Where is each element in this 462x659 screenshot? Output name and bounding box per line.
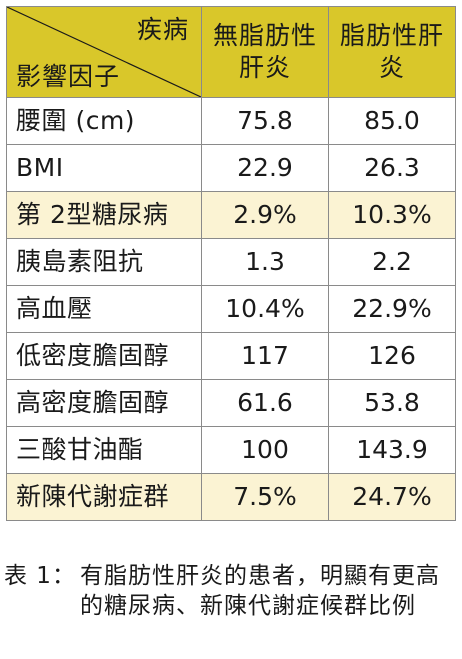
no-steatohepatitis-value-cell: 75.8 — [201, 97, 329, 145]
steatohepatitis-value-cell: 2.2 — [328, 238, 456, 286]
factor-cell: 低密度膽固醇 — [6, 332, 202, 380]
no-steatohepatitis-value-cell: 61.6 — [201, 379, 329, 427]
diagonal-divider — [7, 7, 201, 97]
factor-cell: BMI — [6, 144, 202, 192]
disease-header-label: 疾病 — [136, 15, 189, 44]
steatohepatitis-value-cell: 143.9 — [328, 426, 456, 474]
table-row: 第 2型糖尿病 2.9% 10.3% — [6, 191, 456, 239]
steatohepatitis-value-cell: 53.8 — [328, 379, 456, 427]
no-steatohepatitis-value-cell: 100 — [201, 426, 329, 474]
steatohepatitis-value-cell: 26.3 — [328, 144, 456, 192]
table-header-row: 疾病 影響因子 無脂肪性肝炎 脂肪性肝炎 — [6, 6, 456, 98]
column-header-label: 無脂肪性肝炎 — [212, 21, 317, 82]
table-row: 新陳代謝症群 7.5% 24.7% — [6, 473, 456, 521]
factor-cell: 高密度膽固醇 — [6, 379, 202, 427]
caption-text: 有脂肪性肝炎的患者，明顯有更高的糖尿病、新陳代謝症候群比例 — [80, 563, 440, 619]
table-row: 三酸甘油酯 100 143.9 — [6, 426, 456, 474]
caption-label: 表 1： — [4, 563, 76, 589]
steatohepatitis-value-cell: 22.9% — [328, 285, 456, 333]
factor-cell: 腰圍 (cm) — [6, 97, 202, 145]
factor-header-label: 影響因子 — [16, 62, 121, 91]
factor-cell: 胰島素阻抗 — [6, 238, 202, 286]
no-steatohepatitis-value-cell: 22.9 — [201, 144, 329, 192]
factor-cell: 三酸甘油酯 — [6, 426, 202, 474]
no-steatohepatitis-value-cell: 7.5% — [201, 473, 329, 521]
table-caption: 表 1： 有脂肪性肝炎的患者，明顯有更高的糖尿病、新陳代謝症候群比例 — [4, 561, 456, 621]
table-row: 高密度膽固醇 61.6 53.8 — [6, 379, 456, 427]
factor-cell: 第 2型糖尿病 — [6, 191, 202, 239]
steatohepatitis-value-cell: 24.7% — [328, 473, 456, 521]
column-header-steatohepatitis: 脂肪性肝炎 — [328, 6, 456, 98]
table-row: BMI 22.9 26.3 — [6, 144, 456, 192]
table-row: 高血壓 10.4% 22.9% — [6, 285, 456, 333]
steatohepatitis-value-cell: 85.0 — [328, 97, 456, 145]
no-steatohepatitis-value-cell: 2.9% — [201, 191, 329, 239]
no-steatohepatitis-value-cell: 10.4% — [201, 285, 329, 333]
table-body: 腰圍 (cm) 75.8 85.0 BMI 22.9 26.3 第 2型糖尿病 2.9% 10.… — [6, 97, 456, 521]
steatohepatitis-value-cell: 10.3% — [328, 191, 456, 239]
steatohepatitis-value-cell: 126 — [328, 332, 456, 380]
diagonal-header-cell: 疾病 影響因子 — [6, 6, 202, 98]
no-steatohepatitis-value-cell: 1.3 — [201, 238, 329, 286]
column-header-no-steatohepatitis: 無脂肪性肝炎 — [201, 6, 329, 98]
table-row: 低密度膽固醇 117 126 — [6, 332, 456, 380]
factor-cell: 高血壓 — [6, 285, 202, 333]
no-steatohepatitis-value-cell: 117 — [201, 332, 329, 380]
column-header-label: 脂肪性肝炎 — [339, 21, 444, 82]
comparison-table: 疾病 影響因子 無脂肪性肝炎 脂肪性肝炎 腰圍 (cm) 75.8 85.0 BMI 2… — [6, 6, 456, 521]
table-row: 腰圍 (cm) 75.8 85.0 — [6, 97, 456, 145]
factor-cell: 新陳代謝症群 — [6, 473, 202, 521]
table-row: 胰島素阻抗 1.3 2.2 — [6, 238, 456, 286]
